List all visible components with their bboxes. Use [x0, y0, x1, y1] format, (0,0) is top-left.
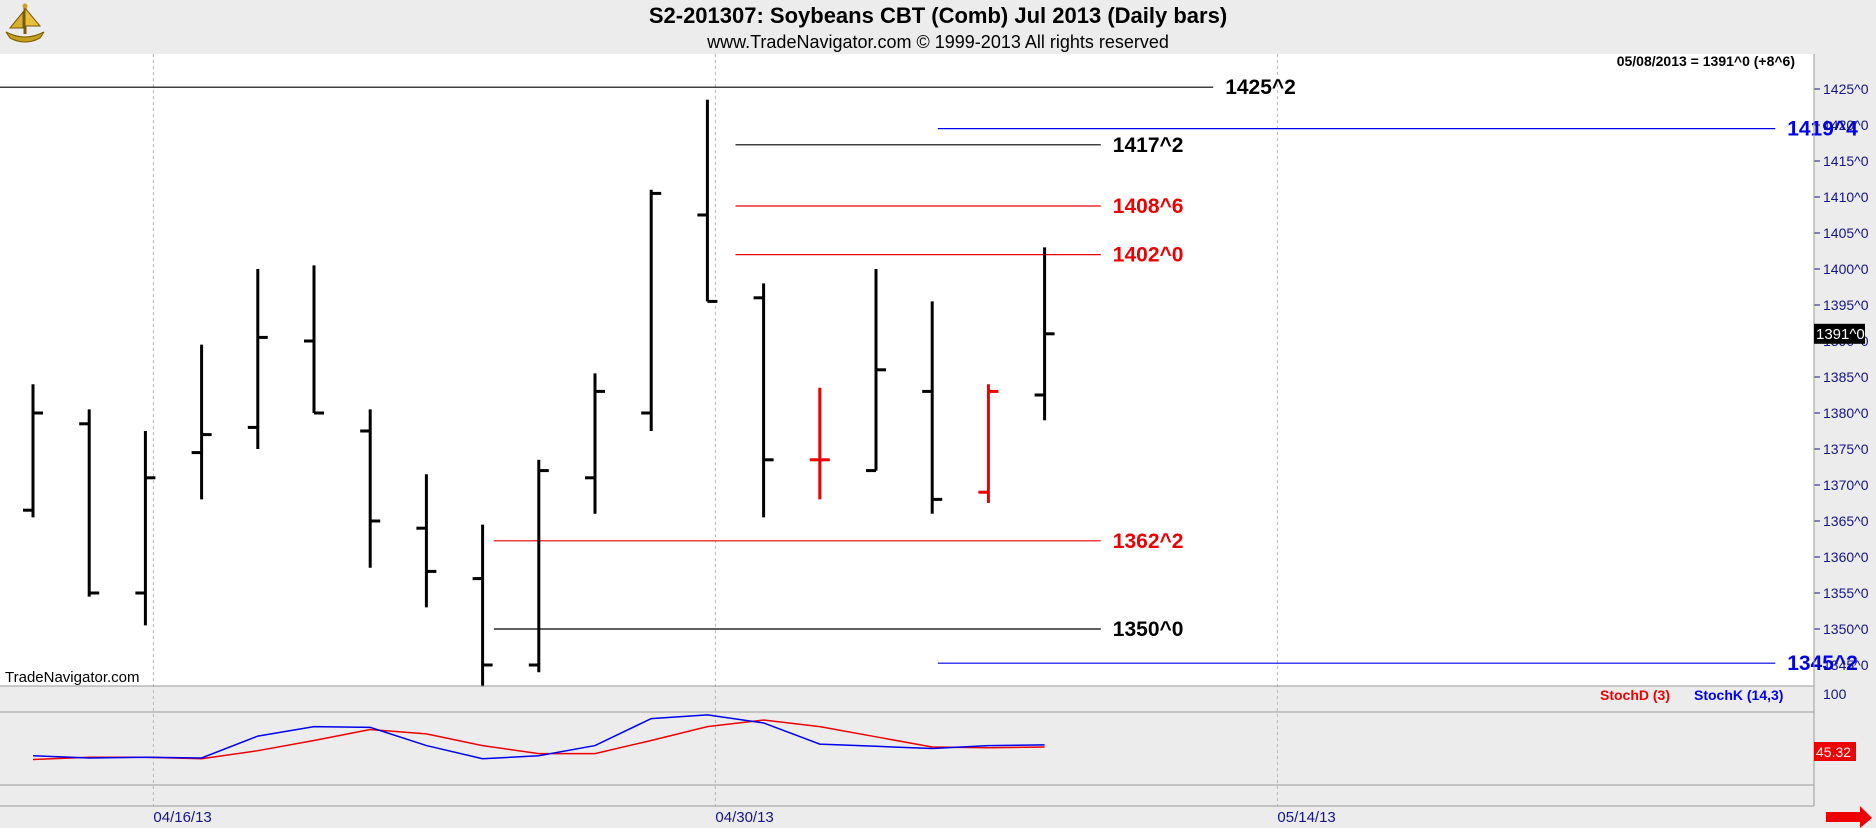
oscillator-value-label: 45.32	[1816, 744, 1851, 760]
date-label: 04/30/13	[715, 809, 773, 826]
ohlc-bar	[191, 344, 212, 500]
ohlc-bar	[641, 189, 662, 431]
price-tick-label: 1425^0	[1823, 81, 1869, 97]
price-axis: 1345^0 1350^0 1355^0 1360^0 1365^0 1370^0 1375…	[1814, 81, 1869, 673]
price-level-label: 1425^2	[1225, 76, 1296, 99]
price-tick-label: 1405^0	[1823, 225, 1869, 241]
ohlc-bar	[866, 269, 886, 473]
price-tick-label: 1365^0	[1823, 513, 1869, 529]
price-tick-label: 1410^0	[1823, 189, 1869, 205]
price-level-label: 1408^6	[1113, 195, 1184, 218]
last-price-marker: 1391^0	[1814, 323, 1865, 344]
price-tick-label: 1355^0	[1823, 585, 1869, 601]
price-level-label: 1417^2	[1113, 134, 1184, 157]
chart-header: S2-201307: Soybeans CBT (Comb) Jul 2013 …	[0, 0, 1876, 54]
price-tick-label: 1370^0	[1823, 477, 1869, 493]
price-level-label: 1419^4	[1787, 118, 1858, 141]
price-tick-label: 1420^0	[1823, 117, 1869, 133]
date-axis: 04/16/13 04/30/13 05/14/13	[153, 809, 1335, 826]
ohlc-bar	[1034, 247, 1055, 421]
ohlc-bar	[247, 269, 268, 449]
watermark: TradeNavigator.com	[5, 669, 140, 686]
legend-stoch-k: StochK (14,3)	[1694, 687, 1783, 703]
price-level-label: 1350^0	[1113, 618, 1184, 641]
ohlc-bar	[472, 524, 493, 687]
stoch-d-line	[32, 719, 1045, 761]
price-tick-label: 1380^0	[1823, 405, 1869, 421]
price-level-label: 1402^0	[1113, 244, 1184, 267]
chart-copyright: www.TradeNavigator.com © 1999-2013 All r…	[707, 32, 1169, 52]
ohlc-bar	[23, 384, 43, 518]
price-levels: 1425^2 1419^4 1417^2 1408^6 1402^0 1362^2 1350…	[0, 76, 1858, 675]
legend-stoch-d: StochD (3)	[1600, 687, 1670, 703]
stoch-k-line	[32, 714, 1045, 760]
ohlc-bar	[697, 99, 718, 303]
price-tick-label: 1415^0	[1823, 153, 1869, 169]
ohlc-bar	[809, 387, 830, 500]
price-panel-background	[0, 54, 1814, 686]
last-price-info: 05/08/2013 = 1391^0 (+8^6)	[1617, 53, 1795, 69]
ohlc-bar	[135, 431, 156, 626]
ohlc-bar	[79, 409, 100, 597]
price-tick-label: 1375^0	[1823, 441, 1869, 457]
ohlc-bar	[360, 409, 381, 568]
ohlc-bar	[978, 384, 999, 503]
ohlc-bar	[528, 459, 549, 673]
scroll-right-arrow-icon[interactable]	[1826, 806, 1872, 828]
ohlc-bar	[753, 283, 774, 518]
price-level-label: 1345^2	[1787, 652, 1858, 675]
last-price-label: 1391^0	[1816, 326, 1865, 343]
ohlc-bars	[23, 99, 1055, 687]
ohlc-bar	[922, 301, 943, 514]
oscillator-value-marker: 45.32	[1814, 742, 1856, 761]
oscillator-top-label: 100	[1823, 686, 1847, 702]
price-tick-label: 1360^0	[1823, 549, 1869, 565]
price-tick-label: 1400^0	[1823, 261, 1869, 277]
price-tick-label: 1385^0	[1823, 369, 1869, 385]
ohlc-bar	[304, 265, 324, 415]
price-tick-label: 1350^0	[1823, 621, 1869, 637]
date-label: 05/14/13	[1277, 809, 1335, 826]
price-tick-label: 1395^0	[1823, 297, 1869, 313]
chart-title: S2-201307: Soybeans CBT (Comb) Jul 2013 …	[648, 3, 1228, 28]
tradenavigator-logo-icon	[5, 3, 45, 43]
vertical-grid	[152, 54, 1278, 806]
ohlc-bar	[416, 474, 437, 608]
ohlc-bar	[585, 373, 605, 514]
price-tick-label: 1345^0	[1823, 657, 1869, 673]
stochastic-legend: StochD (3) StochK (14,3)	[1600, 687, 1783, 703]
price-level-label: 1362^2	[1113, 530, 1184, 553]
stochastic-oscillator	[0, 711, 1814, 786]
date-label: 04/16/13	[153, 809, 211, 826]
